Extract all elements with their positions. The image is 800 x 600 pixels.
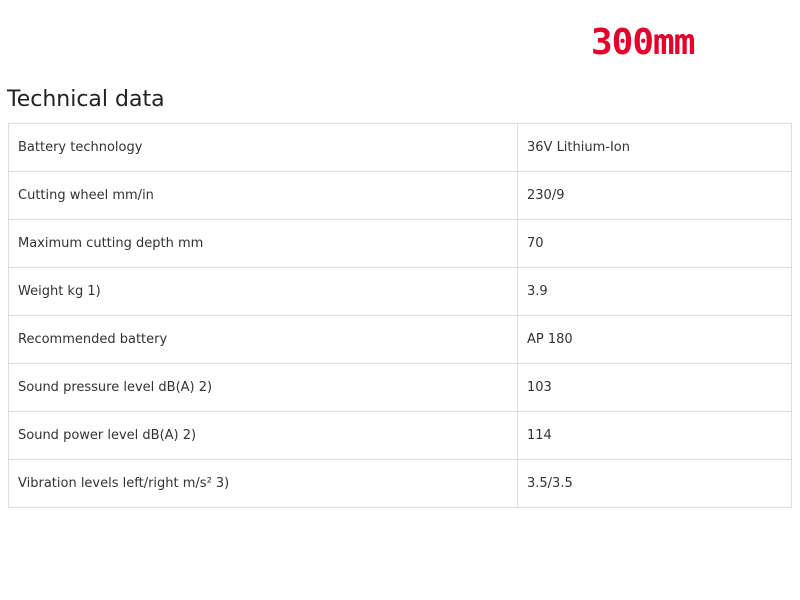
spec-value: 114 <box>517 411 792 460</box>
spec-label: Recommended battery <box>8 315 518 364</box>
spec-value: 3.5/3.5 <box>517 459 792 508</box>
spec-row: Sound pressure level dB(A) 2) 103 <box>8 363 792 412</box>
spec-value: 70 <box>517 219 792 268</box>
spec-row: Sound power level dB(A) 2) 114 <box>8 411 792 460</box>
spec-value: AP 180 <box>517 315 792 364</box>
spec-label: Weight kg 1) <box>8 267 518 316</box>
spec-label: Maximum cutting depth mm <box>8 219 518 268</box>
spec-value: 36V Lithium-Ion <box>517 123 792 172</box>
spec-label: Battery technology <box>8 123 518 172</box>
spec-row: Recommended battery AP 180 <box>8 315 792 364</box>
spec-row: Maximum cutting depth mm 70 <box>8 219 792 268</box>
size-badge: 300mm <box>591 22 695 63</box>
spec-label: Cutting wheel mm/in <box>8 171 518 220</box>
spec-row: Battery technology 36V Lithium-Ion <box>8 123 792 172</box>
spec-value: 230/9 <box>517 171 792 220</box>
spec-row: Cutting wheel mm/in 230/9 <box>8 171 792 220</box>
spec-row: Vibration levels left/right m/s² 3) 3.5/3… <box>8 459 792 508</box>
spec-label: Sound power level dB(A) 2) <box>8 411 518 460</box>
spec-row: Weight kg 1) 3.9 <box>8 267 792 316</box>
spec-value: 3.9 <box>517 267 792 316</box>
spec-table: Battery technology 36V Lithium-Ion Cutting… <box>8 123 792 508</box>
spec-label: Vibration levels left/right m/s² 3) <box>8 459 518 508</box>
spec-value: 103 <box>517 363 792 412</box>
spec-label: Sound pressure level dB(A) 2) <box>8 363 518 412</box>
section-title: Technical data <box>7 87 165 112</box>
